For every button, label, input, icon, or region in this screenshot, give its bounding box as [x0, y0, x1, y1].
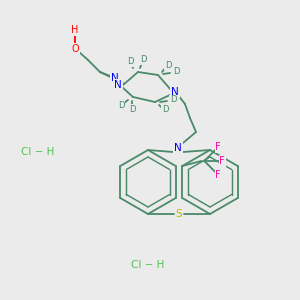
Text: O: O [71, 44, 79, 54]
Text: N: N [114, 80, 122, 90]
Text: D: D [118, 100, 124, 109]
Text: Cl − H: Cl − H [21, 147, 55, 157]
Text: F: F [215, 142, 221, 152]
Text: D: D [129, 104, 135, 113]
Text: F: F [220, 156, 225, 166]
Text: D: D [165, 61, 171, 70]
Text: D: D [140, 56, 146, 64]
Text: D: D [173, 68, 179, 76]
Text: N: N [111, 73, 119, 83]
Text: Cl − H: Cl − H [131, 260, 165, 270]
Text: N: N [171, 87, 179, 97]
Text: D: D [170, 95, 176, 104]
Text: S: S [176, 209, 182, 219]
Text: D: D [162, 106, 168, 115]
Text: N: N [174, 143, 182, 153]
Text: H: H [71, 25, 79, 35]
Text: D: D [127, 58, 133, 67]
Text: F: F [215, 170, 221, 180]
